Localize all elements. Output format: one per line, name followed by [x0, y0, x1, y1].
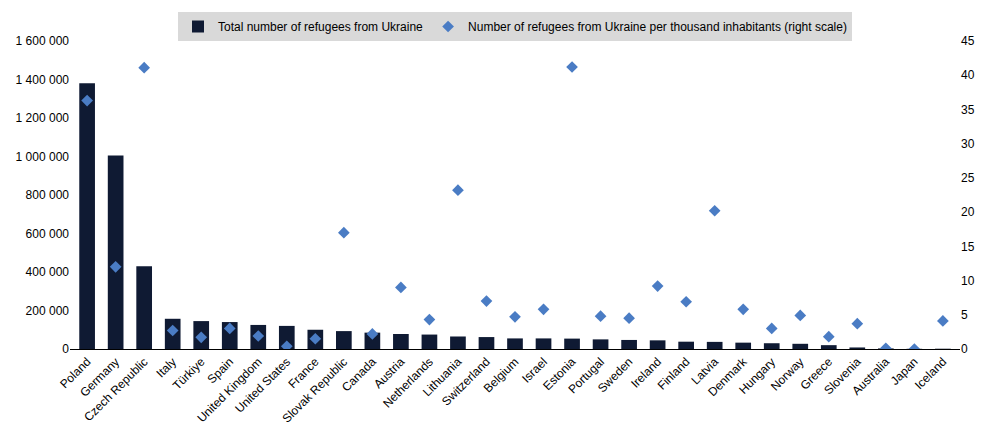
svg-text:Germany: Germany [77, 355, 122, 400]
svg-text:Czech Republic: Czech Republic [81, 355, 150, 424]
svg-text:Denmark: Denmark [705, 354, 750, 399]
svg-text:10: 10 [961, 274, 975, 288]
svg-text:Poland: Poland [57, 355, 93, 391]
svg-text:Estonia: Estonia [540, 355, 578, 393]
svg-text:30: 30 [961, 137, 975, 151]
svg-text:Latvia: Latvia [688, 355, 721, 388]
svg-text:25: 25 [961, 171, 975, 185]
svg-text:1 600 000: 1 600 000 [16, 34, 70, 48]
svg-text:Türkiye: Türkiye [170, 355, 208, 393]
svg-text:France: France [285, 355, 322, 392]
svg-text:Ireland: Ireland [628, 355, 664, 391]
svg-text:Switzerland: Switzerland [439, 355, 493, 409]
svg-text:Norway: Norway [768, 355, 807, 394]
svg-text:Netherlands: Netherlands [380, 355, 436, 411]
svg-text:35: 35 [961, 103, 975, 117]
svg-text:Spain: Spain [204, 355, 236, 387]
svg-text:Greece: Greece [797, 355, 835, 393]
svg-text:Canada: Canada [339, 355, 379, 395]
svg-text:0: 0 [62, 342, 69, 356]
svg-text:20: 20 [961, 205, 975, 219]
svg-text:Hungary: Hungary [736, 355, 778, 397]
svg-text:Belgium: Belgium [481, 355, 522, 396]
svg-text:Austria: Austria [371, 355, 408, 392]
svg-text:5: 5 [961, 308, 968, 322]
svg-text:Lithuania: Lithuania [420, 355, 465, 400]
svg-text:1 000 000: 1 000 000 [16, 150, 70, 164]
svg-text:45: 45 [961, 34, 975, 48]
svg-text:400 000: 400 000 [26, 265, 70, 279]
svg-text:United States: United States [232, 355, 293, 416]
svg-text:Sweden: Sweden [595, 355, 636, 396]
svg-text:1 200 000: 1 200 000 [16, 111, 70, 125]
svg-text:1 400 000: 1 400 000 [16, 73, 70, 87]
svg-text:Australia: Australia [849, 355, 892, 398]
svg-text:Italy: Italy [154, 355, 179, 380]
svg-text:800 000: 800 000 [26, 188, 70, 202]
svg-text:40: 40 [961, 68, 975, 82]
svg-text:0: 0 [961, 342, 968, 356]
svg-text:United Kingdom: United Kingdom [194, 355, 264, 425]
svg-text:Israel: Israel [519, 355, 550, 386]
svg-text:Portugal: Portugal [565, 355, 607, 397]
svg-text:Slovenia: Slovenia [821, 355, 864, 398]
svg-text:Slovak Republic: Slovak Republic [279, 355, 350, 426]
svg-text:Total number of refugees from: Total number of refugees from Ukraine [218, 20, 423, 34]
svg-text:Number of refugees from Ukrain: Number of refugees from Ukraine per thou… [468, 20, 847, 34]
svg-text:600 000: 600 000 [26, 227, 70, 241]
svg-text:Finland: Finland [655, 355, 693, 393]
svg-text:200 000: 200 000 [26, 304, 70, 318]
svg-text:Iceland: Iceland [912, 355, 949, 392]
svg-text:Japan: Japan [888, 355, 921, 388]
svg-text:15: 15 [961, 240, 975, 254]
